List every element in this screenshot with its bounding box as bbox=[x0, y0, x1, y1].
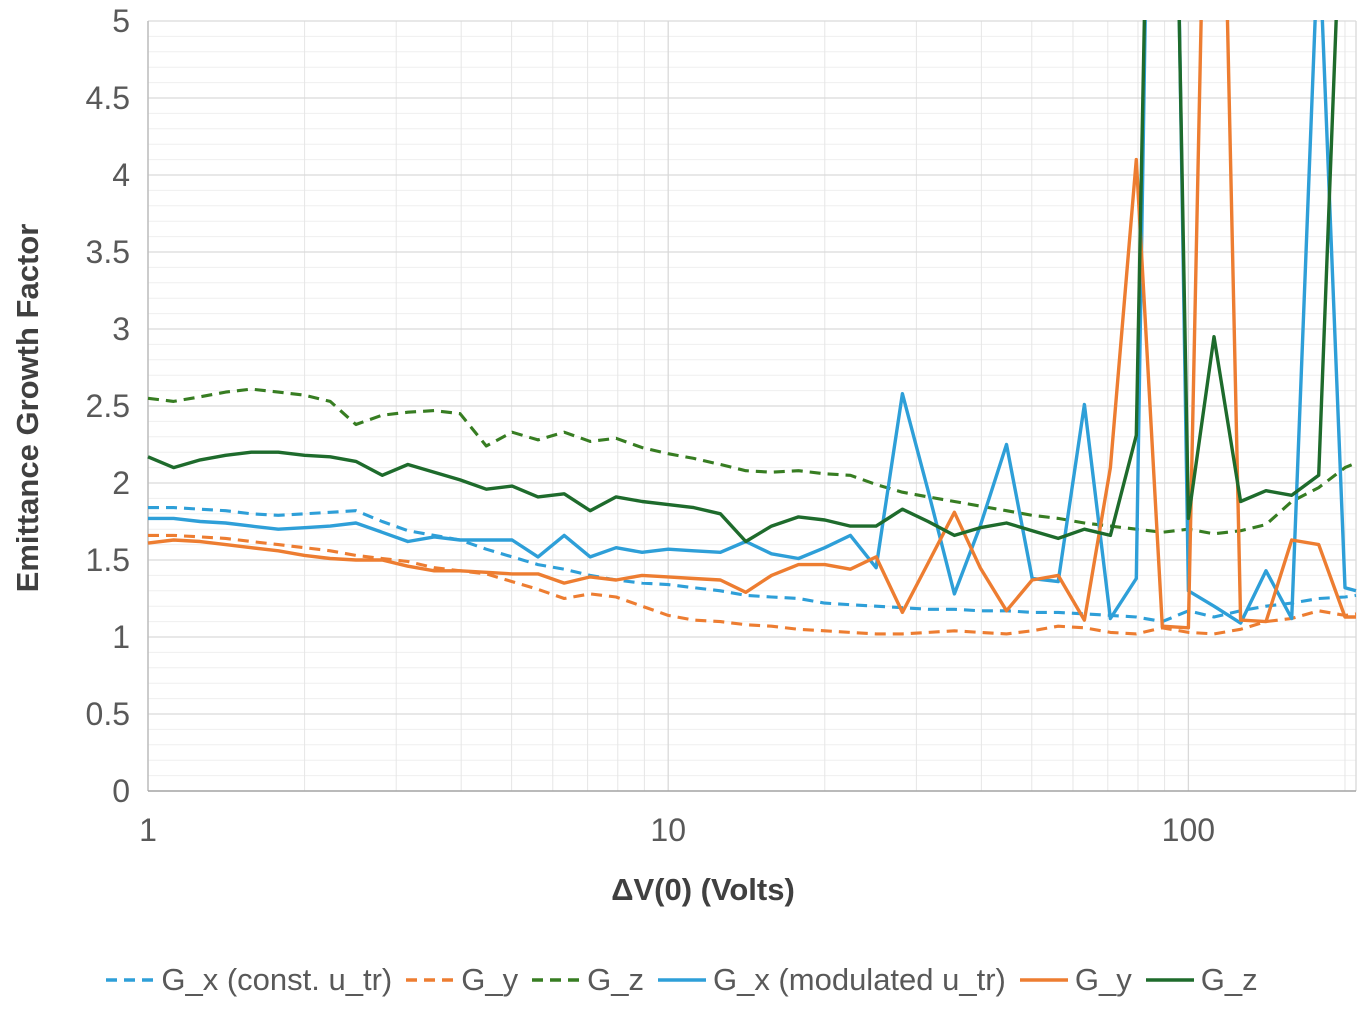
x-tick-label: 1 bbox=[139, 812, 157, 848]
legend-item-label: G_x (const. u_tr) bbox=[161, 962, 393, 997]
legend-item: G_x (const. u_tr) bbox=[106, 962, 392, 998]
legend-line-sample bbox=[406, 978, 455, 982]
legend-item-label: G_z bbox=[1200, 962, 1258, 997]
y-tick-label: 0.5 bbox=[85, 696, 130, 732]
legend-item-label: G_x (modulated u_tr) bbox=[712, 962, 1006, 997]
y-tick-label: 3.5 bbox=[85, 234, 130, 270]
legend-line-sample bbox=[1019, 978, 1068, 982]
legend-item-label: G_y bbox=[1074, 962, 1132, 997]
y-tick-label: 4 bbox=[112, 157, 130, 193]
legend-item: G_y bbox=[1019, 962, 1132, 998]
legend-item-label: G_y bbox=[461, 962, 519, 997]
y-tick-label: 0 bbox=[112, 773, 130, 809]
y-tick-label: 1 bbox=[112, 619, 130, 655]
legend-item: G_x (modulated u_tr) bbox=[657, 962, 1006, 998]
legend-line-sample bbox=[106, 978, 155, 982]
series-line-5-solid bbox=[147, 20, 1356, 630]
y-tick-label: 2 bbox=[112, 465, 130, 501]
series-line-3-dashed bbox=[147, 387, 1357, 536]
legend-item: G_y bbox=[406, 962, 518, 998]
y-tick-label: 4.5 bbox=[85, 80, 130, 116]
series-line-2-dashed bbox=[148, 533, 1357, 636]
legend-line-sample bbox=[657, 978, 706, 982]
y-tick-label: 3 bbox=[112, 311, 130, 347]
y-tick-label: 5 bbox=[112, 3, 130, 39]
legend-item: G_z bbox=[1145, 962, 1258, 998]
series-line-1-dashed bbox=[148, 506, 1357, 624]
y-tick-label: 1.5 bbox=[85, 542, 130, 578]
series-line-6-solid bbox=[147, 20, 1338, 544]
legend-line-sample bbox=[1145, 978, 1194, 982]
y-tick-label: 2.5 bbox=[85, 388, 130, 424]
legend-line-sample bbox=[532, 978, 581, 982]
x-axis-title: ΔV(0) (Volts) bbox=[611, 872, 795, 907]
series-line-4-solid bbox=[148, 20, 1357, 625]
x-tick-label: 100 bbox=[1161, 812, 1216, 848]
legend-item: G_z bbox=[532, 962, 644, 998]
x-tick-label: 10 bbox=[650, 812, 686, 848]
legend: G_x (const. u_tr) G_y G_z G_x (modulated u_… bbox=[0, 962, 1364, 998]
legend-item-label: G_z bbox=[587, 962, 644, 997]
